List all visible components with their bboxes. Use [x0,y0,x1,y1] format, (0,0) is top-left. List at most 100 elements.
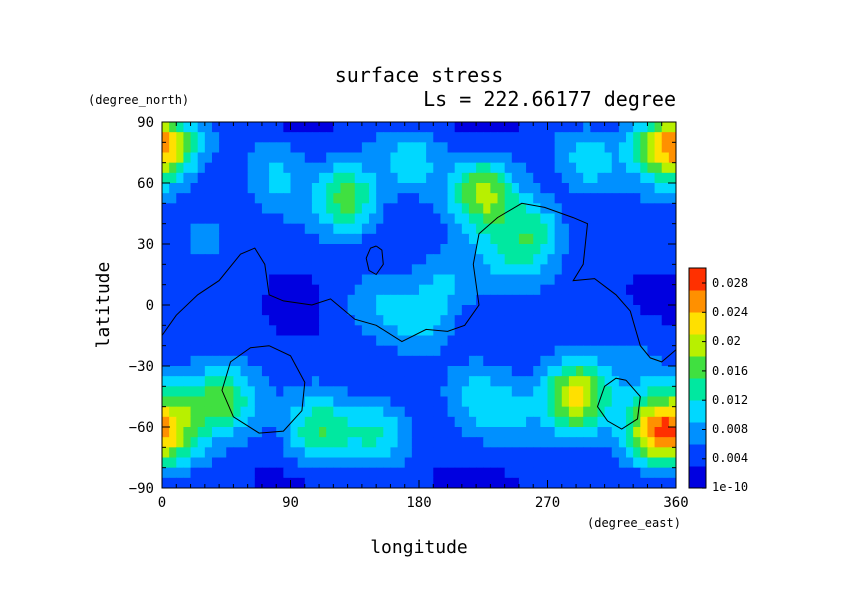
heatmap-cell [219,122,227,133]
heatmap-cell [333,132,342,143]
heatmap-cell [190,294,199,306]
heatmap-cell [411,122,420,133]
heatmap-cell [162,244,170,255]
heatmap-cell [540,305,549,316]
heatmap-cell [311,254,320,265]
heatmap-cell [561,467,570,479]
heatmap-cell [169,162,177,174]
heatmap-cell [468,467,477,479]
heatmap-cell [233,284,242,296]
heatmap-cell [269,254,277,265]
heatmap-cell [240,122,249,133]
heatmap-cell [518,162,527,174]
heatmap-cell [526,406,534,418]
heatmap-cell [561,416,570,428]
heatmap-cell [518,437,527,448]
heatmap-cell [618,254,627,265]
heatmap-cell [526,355,534,367]
heatmap-cell [633,284,641,296]
heatmap-cell [618,183,627,194]
heatmap-cell [247,233,256,245]
heatmap-cell [411,366,420,377]
heatmap-cell [426,223,434,235]
heatmap-cell [490,183,499,194]
heatmap-cell [518,325,527,337]
heatmap-cell [304,264,313,276]
heatmap-cell [233,122,242,133]
heatmap-cell [626,162,634,174]
heatmap-cell [340,427,349,438]
heatmap-cell [568,162,577,174]
heatmap-cell [483,386,491,398]
heatmap-cell [226,406,234,418]
heatmap-cell [497,437,506,448]
heatmap-cell [240,427,249,438]
heatmap-cell [647,416,656,428]
heatmap-cell [397,427,406,438]
heatmap-cell [654,142,663,154]
heatmap-cell [547,244,556,255]
heatmap-cell [290,386,299,398]
heatmap-cell [454,376,463,387]
heatmap-cell [240,315,249,326]
heatmap-cell [633,162,641,174]
heatmap-cell [304,325,313,337]
heatmap-cell [276,386,284,398]
heatmap-cell [490,162,499,174]
heatmap-cell [497,386,506,398]
heatmap-cell [547,183,556,194]
heatmap-cell [326,254,334,265]
heatmap-cell [183,447,192,459]
heatmap-cell [618,416,627,428]
heatmap-cell [326,366,334,377]
heatmap-cell [504,366,513,377]
heatmap-cell [383,294,392,306]
heatmap-cell [540,437,549,448]
heatmap-cell [568,254,577,265]
heatmap-cell [276,396,284,408]
heatmap-cell [490,355,499,367]
heatmap-cell [540,427,549,438]
heatmap-cell [518,183,527,194]
heatmap-cell [668,172,676,184]
heatmap-cell [176,193,185,204]
heatmap-cell [176,315,185,326]
heatmap-cell [611,457,620,469]
heatmap-cell [511,152,520,164]
heatmap-cell [197,437,206,448]
heatmap-cell [404,203,413,215]
heatmap-cell [190,376,199,387]
heatmap-cell [597,386,606,398]
heatmap-cell [319,132,327,143]
heatmap-cell [261,233,270,245]
heatmap-cell [561,376,570,387]
heatmap-cell [240,193,249,204]
heatmap-cell [383,396,392,408]
heatmap-cell [618,162,627,174]
heatmap-cell [162,355,170,367]
heatmap-cell [162,305,170,316]
heatmap-cell [618,467,627,479]
heatmap-cell [476,254,484,265]
heatmap-cell [554,437,563,448]
heatmap-cell [247,183,256,194]
heatmap-cell [518,294,527,306]
heatmap-cell [604,416,613,428]
heatmap-cell [197,406,206,418]
heatmap-cell [333,264,342,276]
heatmap-cell [647,223,656,235]
x-tick-label: 180 [406,495,431,511]
heatmap-cell [526,437,534,448]
heatmap-cell [240,274,249,286]
heatmap-cell [247,284,256,296]
heatmap-cell [304,427,313,438]
heatmap-cell [283,244,292,255]
heatmap-cell [326,274,334,286]
heatmap-cell [597,294,606,306]
heatmap-cell [376,162,384,174]
heatmap-cell [254,264,263,276]
heatmap-cell [226,416,234,428]
heatmap-cell [654,132,663,143]
heatmap-cell [654,284,663,296]
heatmap-cell [426,274,434,286]
